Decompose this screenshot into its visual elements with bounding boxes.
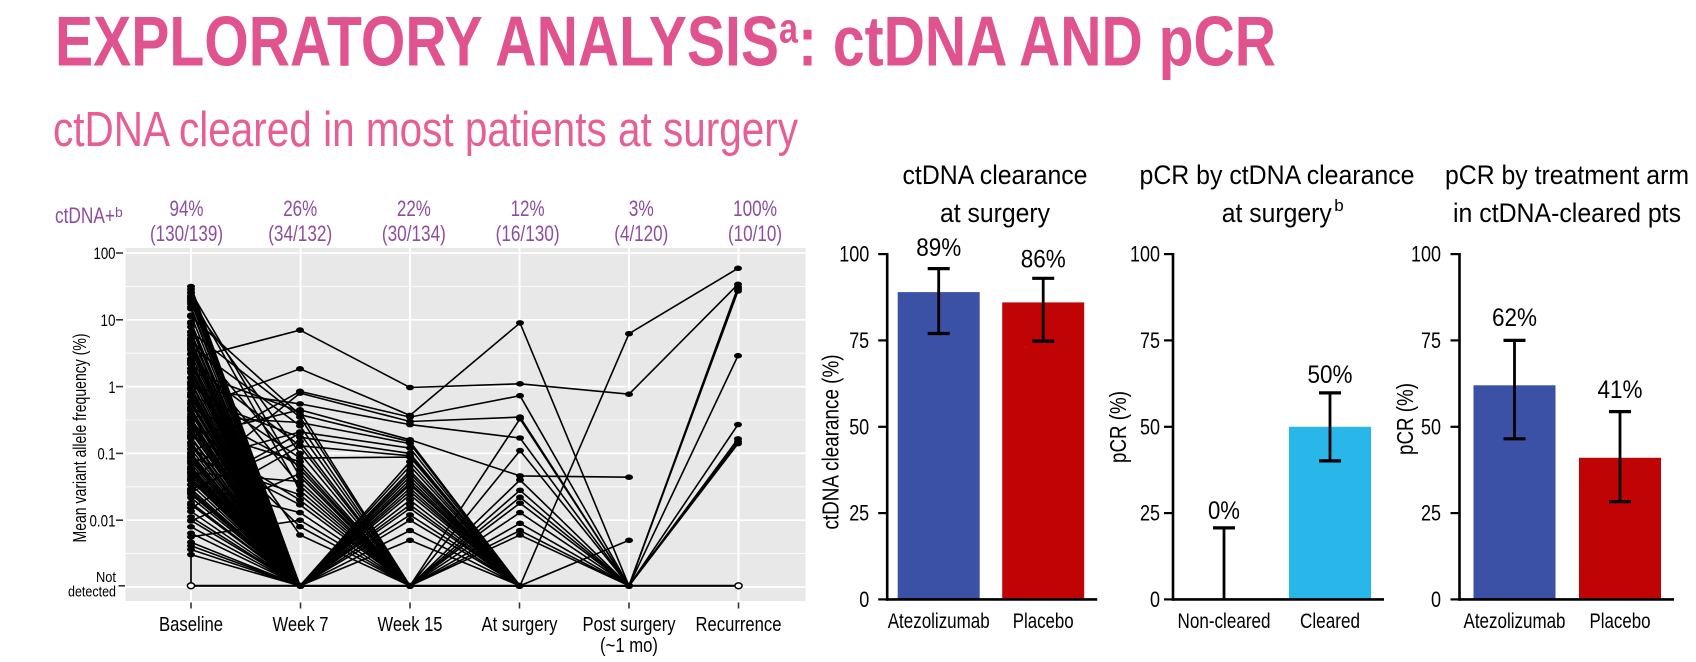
svg-text:0%: 0% [1208,497,1240,525]
svg-text:ctDNA+: ctDNA+ [55,203,115,228]
svg-text:ctDNA clearance (%): ctDNA clearance (%) [818,355,844,530]
svg-text:in ctDNA-cleared pts: in ctDNA-cleared pts [1453,198,1681,228]
svg-text:at surgery: at surgery [1222,198,1332,228]
svg-text:41%: 41% [1598,376,1643,404]
svg-text:detected: detected [68,583,116,600]
svg-text:0: 0 [1150,587,1160,612]
svg-text:ctDNA clearance: ctDNA clearance [903,160,1088,190]
svg-text:0: 0 [1431,587,1441,612]
svg-text:75: 75 [1140,328,1160,353]
svg-text:Placebo: Placebo [1013,610,1074,633]
svg-text:Atezolizumab: Atezolizumab [1464,610,1566,633]
svg-text:89%: 89% [916,234,961,262]
svg-text:100%: 100% [733,196,777,221]
svg-text:86%: 86% [1021,246,1066,274]
svg-text:1: 1 [109,378,116,397]
svg-text:12%: 12% [511,196,545,221]
svg-text:25: 25 [1421,501,1441,526]
svg-text:Post surgery: Post surgery [583,613,677,636]
svg-text:b: b [1334,196,1343,215]
svg-text:EXPLORATORY ANALYSISa: ctDNA A: EXPLORATORY ANALYSISa: ctDNA AND pCR [55,2,1276,81]
svg-text:b: b [115,204,123,220]
svg-text:at surgery: at surgery [940,198,1050,228]
svg-text:(30/134): (30/134) [382,221,446,246]
svg-text:(34/132): (34/132) [268,221,332,246]
svg-text:(~1 mo): (~1 mo) [600,634,658,657]
svg-text:26%: 26% [283,196,317,221]
svg-text:0: 0 [859,587,869,612]
svg-text:At surgery: At surgery [482,613,559,636]
svg-text:Cleared: Cleared [1300,610,1360,633]
svg-text:Recurrence: Recurrence [696,613,782,636]
svg-text:50: 50 [849,414,869,439]
svg-text:100: 100 [94,244,116,263]
svg-text:100: 100 [1130,242,1160,267]
svg-text:Week 7: Week 7 [273,613,329,636]
svg-text:(16/130): (16/130) [496,221,560,246]
svg-text:pCR by treatment arm: pCR by treatment arm [1445,160,1689,190]
svg-text:Mean variant allele frequency: Mean variant allele frequency (%) [69,334,90,543]
svg-text:10: 10 [101,311,116,330]
svg-text:94%: 94% [170,196,204,221]
svg-text:0.1: 0.1 [98,445,116,464]
svg-text:3%: 3% [629,196,654,221]
svg-text:pCR by ctDNA clearance: pCR by ctDNA clearance [1140,160,1415,190]
svg-text:62%: 62% [1492,304,1537,332]
svg-text:25: 25 [1140,501,1160,526]
svg-text:50%: 50% [1308,361,1353,389]
svg-text:ctDNA cleared in most patients: ctDNA cleared in most patients at surger… [53,103,798,157]
svg-text:25: 25 [849,501,869,526]
svg-text:Non-cleared: Non-cleared [1178,610,1271,633]
svg-text:(10/10): (10/10) [728,221,782,246]
svg-text:Atezolizumab: Atezolizumab [888,610,990,633]
svg-text:pCR (%): pCR (%) [1392,383,1418,455]
svg-text:(4/120): (4/120) [614,221,668,246]
svg-text:(130/139): (130/139) [150,221,223,246]
svg-text:100: 100 [839,242,869,267]
svg-text:Baseline: Baseline [159,613,223,636]
svg-text:Week 15: Week 15 [378,613,443,636]
svg-text:75: 75 [849,328,869,353]
svg-text:75: 75 [1421,328,1441,353]
svg-text:22%: 22% [397,196,431,221]
svg-text:Not: Not [96,569,117,586]
svg-text:50: 50 [1421,414,1441,439]
svg-text:0.01: 0.01 [90,511,116,530]
svg-text:Placebo: Placebo [1590,610,1651,633]
svg-text:pCR (%): pCR (%) [1105,391,1131,463]
svg-text:50: 50 [1140,414,1160,439]
svg-text:100: 100 [1411,242,1441,267]
